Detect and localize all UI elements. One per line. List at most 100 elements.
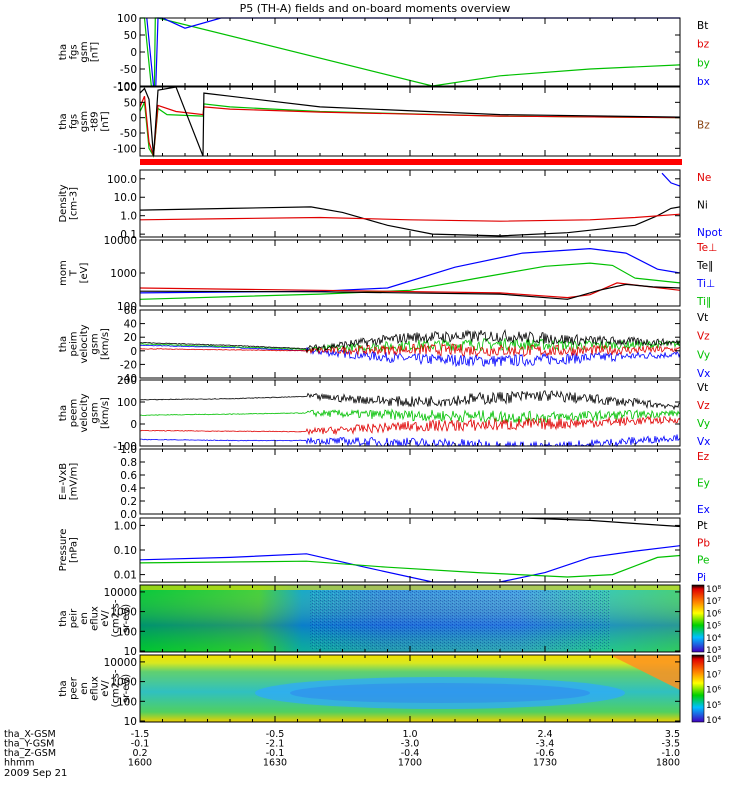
y-tick-label: 40 <box>124 319 137 331</box>
y-tick-label: 60 <box>124 305 137 317</box>
ephemeris-value: 0.2 <box>132 748 147 759</box>
series-line <box>139 247 681 294</box>
ephemeris-value: -1.0 <box>661 748 680 759</box>
colorbar-label: 10⁴ <box>706 634 721 644</box>
y-axis-label-line: gsm <box>90 333 101 354</box>
red-separator-bar <box>140 159 682 165</box>
ion-spectrogram-shade <box>140 585 680 652</box>
y-axis-label-line: velocity <box>79 393 90 432</box>
y-axis-label-line: eflux <box>90 606 101 631</box>
y-tick-label: 0 <box>130 47 137 59</box>
legend-label: Pe <box>697 555 709 567</box>
y-axis-label-line: tha <box>58 336 69 352</box>
y-tick-label: 10000 <box>104 587 137 599</box>
colorbar-label: 10⁵ <box>706 622 721 632</box>
y-tick-label: 100 <box>117 696 137 708</box>
legend-label: Ey <box>697 478 710 490</box>
legend-label: Vx <box>697 368 710 380</box>
ephemeris-value: 2.4 <box>537 729 552 740</box>
legend-label: Ti‖ <box>696 296 711 308</box>
series-line <box>146 17 680 87</box>
colorbar-label: 10⁵ <box>706 701 721 711</box>
y-tick-label: 0.2 <box>120 496 137 508</box>
panel-4: 10000 1000 100 mom T [eV] Te⊥ Te‖ Ti⊥ Ti‖ <box>58 235 717 313</box>
y-axis-label-line: gsm <box>79 41 90 62</box>
y-axis-label-line: E=-VxB <box>58 463 69 500</box>
ephemeris-value: -0.1 <box>266 748 285 759</box>
ephemeris-row-label: tha_Y-GSM <box>4 739 54 750</box>
electron-low-flux-region <box>255 677 625 709</box>
y-axis-label-line: en <box>79 682 90 695</box>
series-line <box>139 389 680 411</box>
series-line <box>140 17 681 87</box>
y-tick-label: 0.6 <box>120 470 137 482</box>
y-axis-label-line: fgs <box>69 44 80 59</box>
y-axis-label: tha peer en eflux eV/(cm2-s-sr-eV) <box>58 669 132 707</box>
y-axis-label-line: T <box>69 269 80 277</box>
legend-label: Vy <box>697 349 710 361</box>
y-axis-label-line: (cm2-s- <box>111 669 122 707</box>
y-axis-label-line: peir <box>69 608 80 628</box>
ephemeris-value: 3.5 <box>665 729 680 740</box>
colorbar-10 <box>691 654 705 723</box>
y-tick-label: 50 <box>124 97 137 109</box>
y-tick-label: 1000 <box>110 607 137 619</box>
series-line <box>140 337 681 354</box>
y-axis-label: E=-VxB [mV/m] <box>58 463 80 501</box>
y-axis-label-line: mom <box>58 260 69 286</box>
y-axis-label-line: [nPa] <box>69 537 80 563</box>
colorbar-label: 10⁸ <box>706 585 721 595</box>
series-line <box>139 554 681 578</box>
y-axis-label-line: sr-eV) <box>121 604 132 633</box>
y-axis-label-line: [mV/m] <box>69 463 80 501</box>
y-tick-label: 0.01 <box>114 570 137 582</box>
colorbar-label: 10⁷ <box>706 597 721 607</box>
ephemeris-value: 1800 <box>656 758 680 769</box>
y-tick-label: 1.0 <box>120 211 137 223</box>
y-tick-label: 1000 <box>110 677 137 689</box>
ephemeris-value: -3.0 <box>401 739 420 750</box>
y-axis-label-line: fgs <box>69 114 80 129</box>
colorbar-label: 10³ <box>706 646 721 656</box>
y-axis-label-line: gsm <box>79 111 90 132</box>
panel-frame <box>139 169 681 238</box>
legend-label: Pb <box>697 537 710 549</box>
y-tick-label: 10 <box>124 646 137 658</box>
series-line <box>139 95 681 157</box>
legend-label: Ne <box>697 172 711 184</box>
series-line <box>139 408 681 424</box>
y-axis-label: tha fgs gsm -t89 [nT] <box>58 111 111 132</box>
y-axis-label-line: [nT] <box>90 42 101 62</box>
y-tick-label: 50 <box>124 30 137 42</box>
legend-label: Vy <box>697 418 710 430</box>
y-axis-label-line: peer <box>69 676 80 700</box>
legend-label: Ni <box>697 200 708 212</box>
y-axis-label-line: (cm2-s- <box>111 599 122 637</box>
ephemeris-value: 1.0 <box>402 729 417 740</box>
y-tick-label: 0.10 <box>114 545 137 557</box>
y-axis-label-line: [eV] <box>79 263 90 284</box>
series-line <box>661 172 681 187</box>
y-tick-label: 100 <box>117 397 137 409</box>
colorbar-label: 10⁸ <box>706 655 721 665</box>
legend-label: Npot <box>697 227 722 239</box>
y-tick-label: 0.4 <box>120 483 137 495</box>
colorbar-label: 10⁷ <box>706 670 721 680</box>
y-tick-label: 10000 <box>104 235 137 247</box>
y-axis-label-line: eflux <box>90 676 101 701</box>
figure-title: P5 (TH-A) fields and on-board moments ov… <box>240 2 511 15</box>
y-tick-label: 0 <box>130 346 137 358</box>
ephemeris-value: 1600 <box>128 758 152 769</box>
y-axis-label-line: [cm-3] <box>69 187 80 220</box>
y-tick-label: 100 <box>117 82 137 94</box>
y-tick-label: 10000 <box>104 657 137 669</box>
y-tick-label: 0.1 <box>120 229 137 241</box>
ephemeris-value: -0.5 <box>266 729 285 740</box>
y-axis-label-line: tha <box>58 680 69 696</box>
series-line <box>139 213 681 222</box>
y-axis-label-line: Pressure <box>58 529 69 572</box>
y-axis-label-line: gsm <box>90 402 101 423</box>
panel-8: 1.00 0.10 0.01 Pressure [nPa] Pt Pb Pe Pi <box>58 517 710 584</box>
